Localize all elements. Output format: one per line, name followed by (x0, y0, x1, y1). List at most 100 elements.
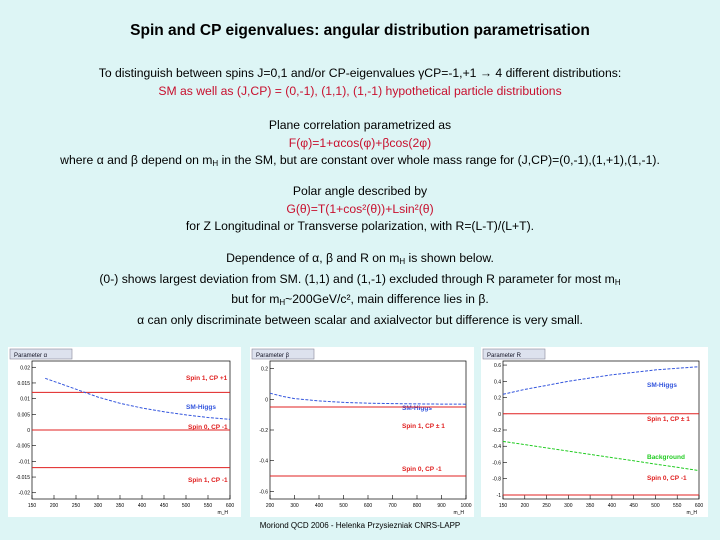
y-tick-label: -0.02 (19, 491, 31, 497)
x-tick-label: 550 (204, 503, 213, 509)
slide-title: Spin and CP eigenvalues: angular distrib… (130, 22, 590, 39)
series-label: Spin 1, CP -1 (188, 477, 228, 484)
x-tick-label: 450 (160, 503, 169, 509)
x-tick-label: 600 (364, 503, 373, 509)
y-tick-label: -0.01 (19, 459, 31, 465)
y-tick-label: 0.005 (17, 412, 30, 418)
x-tick-label: 300 (564, 503, 573, 509)
polar-paragraph: Polar angle described by G(θ)=T(1+cos²(θ… (0, 183, 720, 236)
y-tick-label: 0.02 (20, 365, 30, 371)
dependence-line-2: (0-) shows largest deviation from SM. (1… (99, 271, 621, 287)
series-label: SM-Higgs (647, 382, 677, 389)
polar-line-3: for Z Longitudinal or Transverse polariz… (185, 219, 535, 233)
y-tick-label: 0.2 (494, 396, 501, 402)
polar-line-1: Polar angle described by (292, 184, 428, 198)
x-tick-label: 600 (226, 503, 235, 509)
y-tick-label: -0.6 (259, 489, 268, 495)
y-tick-label: -0.005 (16, 444, 30, 450)
plot-title: Parameter β (256, 353, 290, 359)
plot-title-tab (251, 348, 315, 360)
series-label: Spin 0, CP -1 (402, 466, 442, 473)
dependence-line-1: Dependence of α, β and R on mH is shown … (226, 251, 494, 266)
x-tick-label: 600 (695, 503, 704, 509)
series-line (502, 440, 700, 472)
footer-credit: Moriond QCD 2006 - Helenka Przysiezniak … (259, 521, 461, 530)
x-tick-label: 450 (629, 503, 638, 509)
x-tick-label: 150 (499, 503, 508, 509)
dependence-line-4: α can only discriminate between scalar a… (137, 312, 583, 327)
y-tick-label: -0.8 (492, 477, 501, 483)
series-label: Spin 1, CP +1 (186, 375, 228, 382)
x-tick-label: 1000 (460, 503, 471, 509)
intro-line-1: To distinguish between spins J=0,1 and/o… (98, 66, 622, 80)
y-tick-label: 0.01 (20, 397, 30, 403)
plane-line-1: Plane correlation parametrized as (268, 118, 452, 132)
x-tick-label: 200 (50, 503, 59, 509)
y-tick-label: -0.6 (492, 460, 501, 466)
y-tick-label: 0 (265, 397, 268, 403)
x-tick-label: 500 (339, 503, 348, 509)
plane-paragraph: Plane correlation parametrized as F(φ)=1… (0, 117, 720, 173)
series-label: Spin 0, CP -1 (188, 424, 228, 431)
x-tick-label: 150 (28, 503, 37, 509)
y-tick-label: 0.6 (494, 363, 501, 369)
dependence-line-3: but for mH~200GeV/c², main difference li… (231, 292, 489, 307)
plane-line-3: where α and β depend on mH in the SM, bu… (60, 153, 660, 168)
series-label: SM-Higgs (186, 404, 216, 411)
beta-plot: Parameter β 0.2 0 -0.2 -0.4 -0.6 200 300 400 500 6… (250, 347, 474, 517)
series-label: Spin 0, CP -1 (647, 475, 687, 482)
polar-formula: G(θ)=T(1+cos²(θ))+Lsin²(θ) (286, 201, 434, 216)
x-tick-label: 300 (290, 503, 299, 509)
y-tick-label: -0.2 (259, 428, 268, 434)
plane-formula: F(φ)=1+αcos(φ)+βcos(2φ) (288, 135, 432, 150)
x-tick-label: 900 (437, 503, 446, 509)
x-tick-label: 700 (388, 503, 397, 509)
y-tick-label: 0.4 (494, 379, 501, 385)
x-tick-label: 800 (413, 503, 422, 509)
intro-line-2: SM as well as (J,CP) = (0,-1), (1,1), (1… (158, 83, 562, 98)
plot-title-tab (482, 348, 546, 360)
x-tick-label: 300 (94, 503, 103, 509)
plot-frame (269, 360, 467, 500)
x-tick-label: 250 (542, 503, 551, 509)
x-tick-label: 400 (608, 503, 617, 509)
x-tick-label: 400 (138, 503, 147, 509)
x-axis-label: m_H (453, 510, 464, 516)
alpha-plot: Parameter α 0.02 0.015 0.01 0.005 0 -0.005 -0.0… (8, 347, 241, 517)
r-plot-svg: Parameter R 0.6 0.4 0.2 0 -0.2 -0.4 -0.6 -0.8 -1 1… (482, 348, 704, 516)
x-tick-label: 500 (182, 503, 191, 509)
series-label: SM-Higgs (402, 405, 432, 412)
y-tick-label: 0.2 (261, 367, 268, 373)
series-label: Spin 1, CP ± 1 (647, 416, 690, 423)
x-tick-label: 350 (116, 503, 125, 509)
series-label: Background (647, 454, 685, 461)
x-tick-label: 200 (521, 503, 530, 509)
plot-title: Parameter R (487, 353, 522, 359)
plot-title-tab (9, 348, 73, 360)
series-label: Spin 1, CP ± 1 (402, 423, 445, 430)
series-line (45, 377, 231, 420)
y-tick-label: 0.015 (17, 381, 30, 387)
alpha-plot-svg: Parameter α 0.02 0.015 0.01 0.005 0 -0.005 -0.0… (9, 348, 235, 516)
y-tick-label: -0.4 (259, 459, 268, 465)
dependence-paragraph: Dependence of α, β and R on mH is shown … (0, 250, 720, 329)
series-line (269, 392, 467, 405)
x-tick-label: 550 (673, 503, 682, 509)
y-tick-label: 0 (498, 412, 501, 418)
plot-title: Parameter α (14, 353, 48, 359)
x-axis-label: m_H (686, 510, 697, 516)
x-axis-label: m_H (217, 510, 228, 516)
series-line (502, 366, 700, 395)
beta-plot-svg: Parameter β 0.2 0 -0.2 -0.4 -0.6 200 300 400 500 6… (251, 348, 472, 516)
intro-paragraph: To distinguish between spins J=0,1 and/o… (0, 65, 720, 100)
r-plot: Parameter R 0.6 0.4 0.2 0 -0.2 -0.4 -0.6 -0.8 -1 1… (481, 347, 708, 517)
x-tick-label: 350 (586, 503, 595, 509)
y-tick-label: 0 (27, 428, 30, 434)
y-tick-label: -0.2 (492, 428, 501, 434)
x-tick-label: 250 (72, 503, 81, 509)
y-tick-label: -0.4 (492, 444, 501, 450)
y-tick-label: -0.015 (16, 475, 30, 481)
x-tick-label: 500 (651, 503, 660, 509)
y-tick-label: -1 (497, 493, 502, 499)
x-tick-label: 200 (266, 503, 275, 509)
